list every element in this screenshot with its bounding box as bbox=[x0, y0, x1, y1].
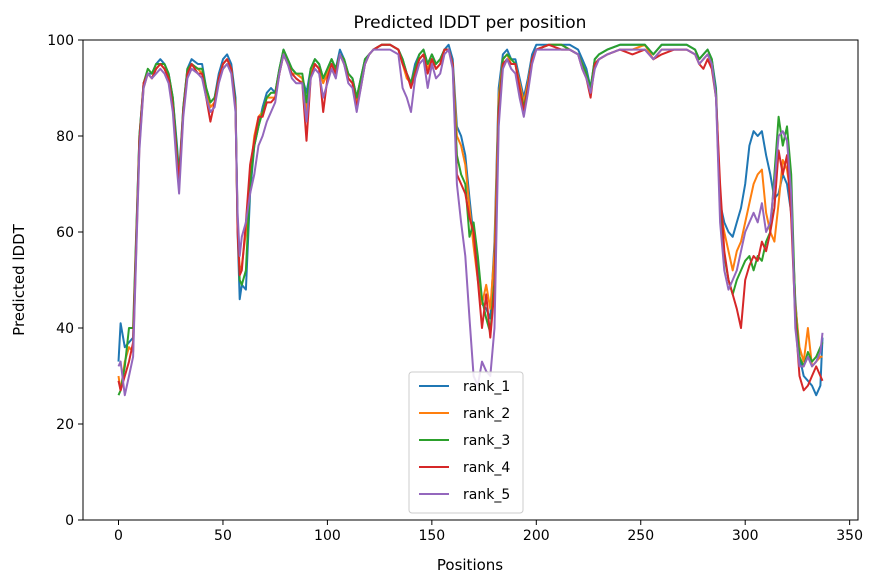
series-line-rank_5 bbox=[117, 48, 824, 397]
legend-label-rank_3: rank_3 bbox=[463, 433, 510, 449]
plot-area bbox=[117, 43, 824, 397]
y-tick-label: 100 bbox=[47, 33, 74, 49]
x-tick-label: 0 bbox=[114, 528, 123, 544]
legend: rank_1 rank_2 rank_3 rank_4 rank_5 bbox=[408, 371, 524, 514]
x-tick-label: 350 bbox=[836, 528, 863, 544]
x-tick-label: 250 bbox=[627, 528, 654, 544]
legend-label-rank_5: rank_5 bbox=[463, 487, 510, 503]
x-axis: 0 50 100 150 200 250 300 350 bbox=[114, 520, 863, 544]
legend-label-rank_4: rank_4 bbox=[463, 460, 510, 476]
y-tick-label: 20 bbox=[56, 417, 74, 433]
y-tick-label: 40 bbox=[56, 321, 74, 337]
y-axis: 0 20 40 60 80 100 bbox=[47, 33, 83, 529]
x-axis-label: Positions bbox=[437, 556, 503, 574]
x-tick-label: 100 bbox=[314, 528, 341, 544]
x-tick-label: 50 bbox=[214, 528, 232, 544]
legend-label-rank_2: rank_2 bbox=[463, 406, 510, 422]
y-tick-label: 0 bbox=[65, 513, 74, 529]
legend-label-rank_1: rank_1 bbox=[463, 379, 510, 395]
chart-title: Predicted lDDT per position bbox=[354, 13, 587, 33]
x-tick-label: 150 bbox=[418, 528, 445, 544]
legend-box bbox=[408, 371, 524, 514]
y-tick-label: 60 bbox=[56, 225, 74, 241]
y-tick-label: 80 bbox=[56, 129, 74, 145]
series-line-rank_4 bbox=[117, 43, 824, 392]
axes-frame bbox=[82, 39, 859, 521]
x-tick-label: 200 bbox=[523, 528, 550, 544]
x-tick-label: 300 bbox=[732, 528, 759, 544]
y-axis-label: Predicted lDDT bbox=[10, 223, 28, 335]
